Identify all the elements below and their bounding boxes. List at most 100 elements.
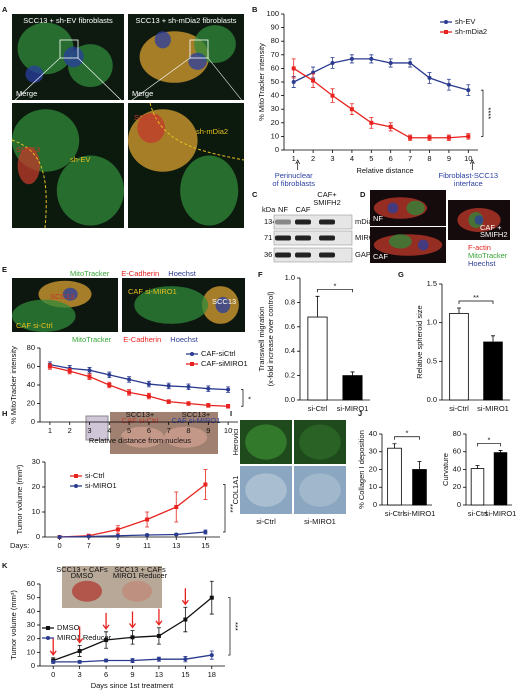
x-tick-label: si-Ctrl [468, 509, 488, 518]
treatment-arrow [181, 588, 189, 606]
error-bar [392, 443, 397, 449]
label: kDa [262, 205, 276, 214]
cell [17, 22, 74, 75]
y-tick-label: 80 [271, 36, 279, 45]
panel-letter: A [2, 5, 8, 14]
y-tick-label: 0 [31, 661, 35, 670]
error-bar [491, 335, 495, 342]
cell [12, 299, 76, 332]
legend-marker [190, 352, 194, 356]
y-tick-label: 10 [27, 647, 35, 656]
error-bar [417, 461, 422, 470]
significance-bracket [317, 288, 353, 293]
x-tick-label: 7 [167, 426, 171, 435]
label: CAF si-Ctrl [122, 416, 159, 425]
y-tick-label: 10 [32, 507, 40, 516]
y-axis-label: (x-fold increase over control) [266, 291, 275, 387]
y-tick-label: 0 [31, 417, 35, 426]
label: SCC13 + CAFs [114, 565, 166, 574]
series-line [59, 531, 206, 538]
x-tick-label: 6 [147, 426, 151, 435]
y-tick-label: 80 [453, 429, 461, 438]
x-tick-label: 5 [127, 426, 131, 435]
label: SCC13 + sh-mDia2 fibroblasts [135, 16, 236, 25]
panel-letter: D [360, 190, 366, 199]
legend-marker [46, 626, 50, 630]
x-tick-label: 3 [78, 670, 82, 679]
panel-letter: G [398, 270, 404, 279]
label: SCC13 [50, 292, 74, 301]
label: DMSO [71, 571, 94, 580]
label: SCC13 + sh-EV fibroblasts [23, 16, 113, 25]
marker [330, 93, 335, 98]
x-tick-label: si-MIRO1 [477, 404, 509, 413]
band [275, 219, 291, 225]
zoom-line [77, 57, 125, 104]
y-tick-label: 90 [271, 23, 279, 32]
panel-letter: F [258, 270, 263, 279]
x-tick-label: 9 [130, 670, 134, 679]
y-axis-label: Transwell migration [257, 307, 266, 372]
x-tick-label: 10 [224, 426, 232, 435]
significance-bracket [223, 484, 226, 533]
series-line [293, 58, 469, 91]
label: NF [373, 214, 383, 223]
x-tick-label: 7 [87, 541, 91, 550]
y-axis-label: Relative spheroid size [415, 305, 424, 378]
y-tick-label: 40 [453, 464, 461, 473]
y-tick-label: 20 [27, 398, 35, 407]
bar [493, 452, 508, 506]
zoom-line [127, 57, 191, 104]
band [295, 252, 311, 258]
legend-label: sh-mDia2 [455, 27, 487, 36]
x-axis-label: Relative distance from nucleus [89, 436, 191, 445]
bar [387, 447, 402, 506]
treatment-arrow [49, 638, 57, 656]
y-tick-label: 20 [369, 464, 377, 473]
marker [311, 78, 316, 83]
x-tick-label: 10 [464, 154, 472, 163]
marker [174, 505, 179, 509]
label: SCC13 [16, 145, 40, 154]
cell [134, 286, 209, 324]
error-bar [457, 307, 461, 314]
bar [342, 375, 363, 401]
marker [446, 82, 451, 87]
label: Hoechst [168, 269, 196, 278]
error-bar [475, 465, 480, 469]
marker [186, 384, 191, 389]
x-tick-label: si-Ctrl [449, 404, 469, 413]
treatment-arrow [76, 626, 84, 644]
y-tick-label: 30 [369, 447, 377, 456]
zoom-line [207, 57, 245, 104]
cell [72, 580, 102, 602]
marker [388, 60, 393, 65]
error-bar [350, 371, 355, 376]
x-tick-label: 13 [172, 541, 180, 550]
x-axis-label: Days since 1st treatment [91, 681, 174, 690]
legend-label: si-MIRO1 [85, 481, 117, 490]
label: SCC13+ [182, 410, 211, 419]
marker [130, 635, 135, 640]
cell [25, 65, 44, 83]
marker [107, 372, 112, 377]
legend-label: sh-EV [455, 17, 475, 26]
arrow [295, 159, 301, 170]
label: CAF si-Ctrl [16, 321, 53, 330]
y-tick-label: 50 [271, 77, 279, 86]
x-tick-label: 3 [87, 426, 91, 435]
x-tick-label: 0 [51, 670, 55, 679]
x-tick-label: si-MIRO1 [485, 509, 517, 518]
bar [307, 316, 328, 401]
cell [56, 155, 124, 226]
x-tick-label: si-Ctrl [385, 509, 405, 518]
x-tick-label: 13 [155, 670, 163, 679]
panel-letter: K [2, 561, 8, 570]
y-axis-label: % Collagen I deposition [357, 430, 366, 509]
x-tick-label: 2 [68, 426, 72, 435]
blot-strip [273, 247, 353, 263]
marker [388, 124, 393, 129]
boundary [11, 139, 47, 229]
marker [67, 369, 72, 374]
y-tick-label: 40 [369, 429, 377, 438]
